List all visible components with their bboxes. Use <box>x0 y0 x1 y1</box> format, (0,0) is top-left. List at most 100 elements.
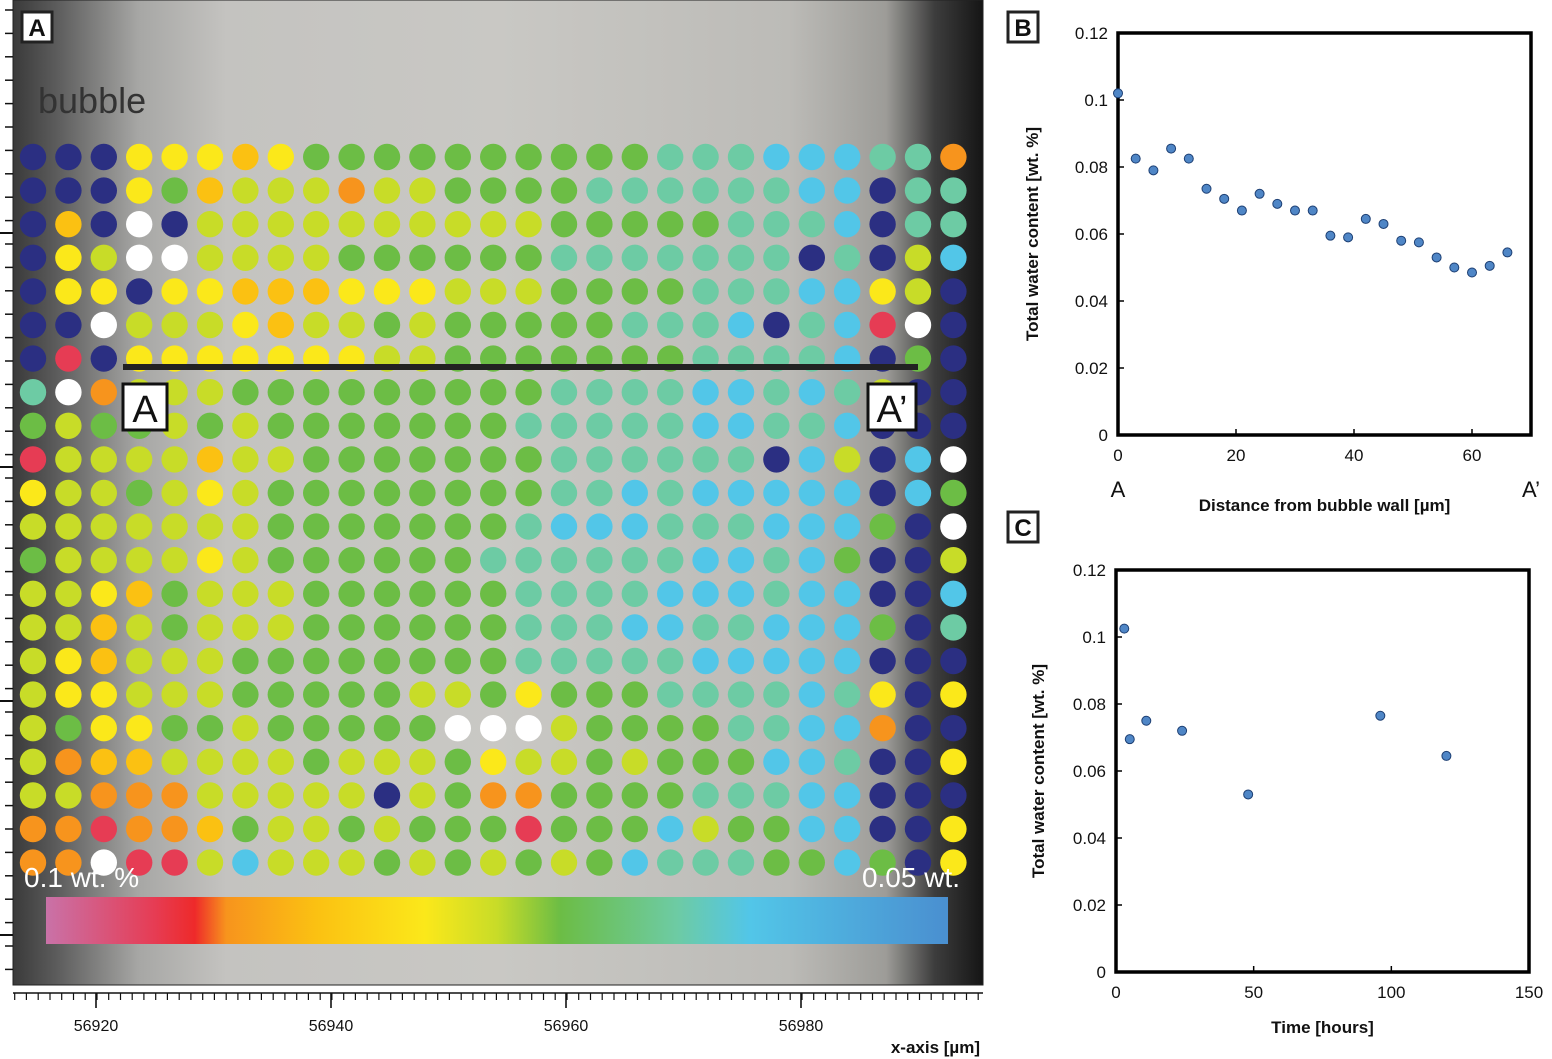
time-panel: C 0 0.02 0.04 0.06 0.08 0.1 0.12 0 50 100 150 Time … <box>1006 510 1543 1037</box>
map-dot <box>763 849 790 876</box>
map-dot <box>480 479 507 507</box>
map-dot <box>692 849 719 876</box>
map-dot <box>550 278 578 305</box>
map-dot <box>444 748 471 775</box>
map-dot <box>126 580 153 607</box>
map-dot <box>515 647 542 675</box>
map-dot <box>126 211 153 238</box>
profile-data-point <box>1130 153 1141 164</box>
map-dot <box>621 244 648 271</box>
map-dot <box>692 513 719 540</box>
map-dot <box>126 446 153 473</box>
map-dot <box>798 748 825 775</box>
profile-data-point <box>1201 183 1212 194</box>
x-tick-56920: 56920 <box>74 1018 119 1035</box>
map-dot <box>303 446 330 473</box>
map-dot <box>480 513 507 540</box>
map-dot <box>161 446 188 473</box>
map-dot <box>373 412 401 439</box>
map-dot <box>904 446 932 473</box>
map-dot <box>303 379 330 406</box>
map-dot <box>19 311 47 339</box>
map-dot <box>338 614 365 641</box>
map-dot <box>196 748 224 775</box>
map-dot <box>196 647 224 675</box>
map-dot <box>409 715 436 742</box>
map-dot <box>338 849 365 876</box>
profile-y-tick-label: 0.12 <box>1075 24 1108 43</box>
map-dot <box>161 815 188 843</box>
map-dot <box>763 513 790 540</box>
map-dot <box>55 311 82 339</box>
map-dot <box>798 143 825 171</box>
map-dot <box>480 647 507 675</box>
map-dot <box>303 143 330 171</box>
map-dot <box>409 412 436 439</box>
map-dot <box>657 547 684 574</box>
map-dot <box>232 647 259 675</box>
map-dot <box>692 311 719 339</box>
map-dot <box>515 748 542 775</box>
profile-x-tick-label: 40 <box>1345 446 1364 465</box>
map-dot <box>338 379 365 406</box>
profile-panel: B A A’ 0 0.02 0.04 0.06 0.08 0.1 0.12 0 20 40 60 Di… <box>1006 10 1540 515</box>
map-dot <box>692 547 719 574</box>
profile-data-point <box>1236 205 1247 216</box>
map-dot <box>763 177 790 204</box>
map-dot <box>727 715 755 742</box>
map-dot <box>338 412 365 439</box>
map-dot <box>196 311 224 339</box>
map-dot <box>409 782 436 809</box>
map-dot <box>727 211 755 238</box>
map-dot <box>444 815 471 843</box>
map-dot <box>550 311 578 339</box>
map-dot <box>798 177 825 204</box>
map-dot <box>19 715 47 742</box>
map-dot <box>940 715 967 742</box>
map-dot <box>161 580 188 607</box>
profile-data-point <box>1413 237 1424 248</box>
map-dot <box>550 177 578 204</box>
map-dot <box>692 681 719 708</box>
time-y-tick-label: 0 <box>1097 963 1106 982</box>
time-data-point <box>1119 623 1130 634</box>
map-dot <box>798 244 825 271</box>
map-dot <box>126 547 153 574</box>
map-dot <box>586 513 613 540</box>
map-dot <box>161 278 188 305</box>
profile-data-point <box>1502 247 1513 258</box>
map-dot <box>55 647 82 675</box>
map-dot <box>90 681 118 708</box>
panel-a-label: A <box>28 15 45 42</box>
time-x-tick-label: 50 <box>1244 983 1263 1002</box>
map-dot <box>90 278 118 305</box>
map-dot <box>19 345 47 372</box>
time-data-point <box>1177 725 1188 736</box>
map-dot <box>657 715 684 742</box>
map-dot <box>727 143 755 171</box>
map-dot <box>196 547 224 574</box>
map-dot <box>904 244 932 271</box>
map-dot <box>19 177 47 204</box>
map-dot <box>586 278 613 305</box>
map-dot <box>90 479 118 507</box>
map-dot <box>798 815 825 843</box>
map-dot <box>196 412 224 439</box>
profile-y-tick-label: 0.1 <box>1084 91 1108 110</box>
colorbar <box>46 897 948 944</box>
map-dot <box>515 143 542 171</box>
map-dot <box>90 177 118 204</box>
map-dot <box>940 647 967 675</box>
map-dot <box>303 211 330 238</box>
map-dot <box>196 614 224 641</box>
map-dot <box>798 311 825 339</box>
map-dot <box>338 748 365 775</box>
panel-a-label-box <box>20 10 54 44</box>
map-dot <box>586 177 613 204</box>
map-dot <box>444 715 471 742</box>
map-dot <box>763 278 790 305</box>
map-dot <box>798 446 825 473</box>
panel-b-label-box <box>1006 10 1040 44</box>
map-dot <box>940 278 967 305</box>
